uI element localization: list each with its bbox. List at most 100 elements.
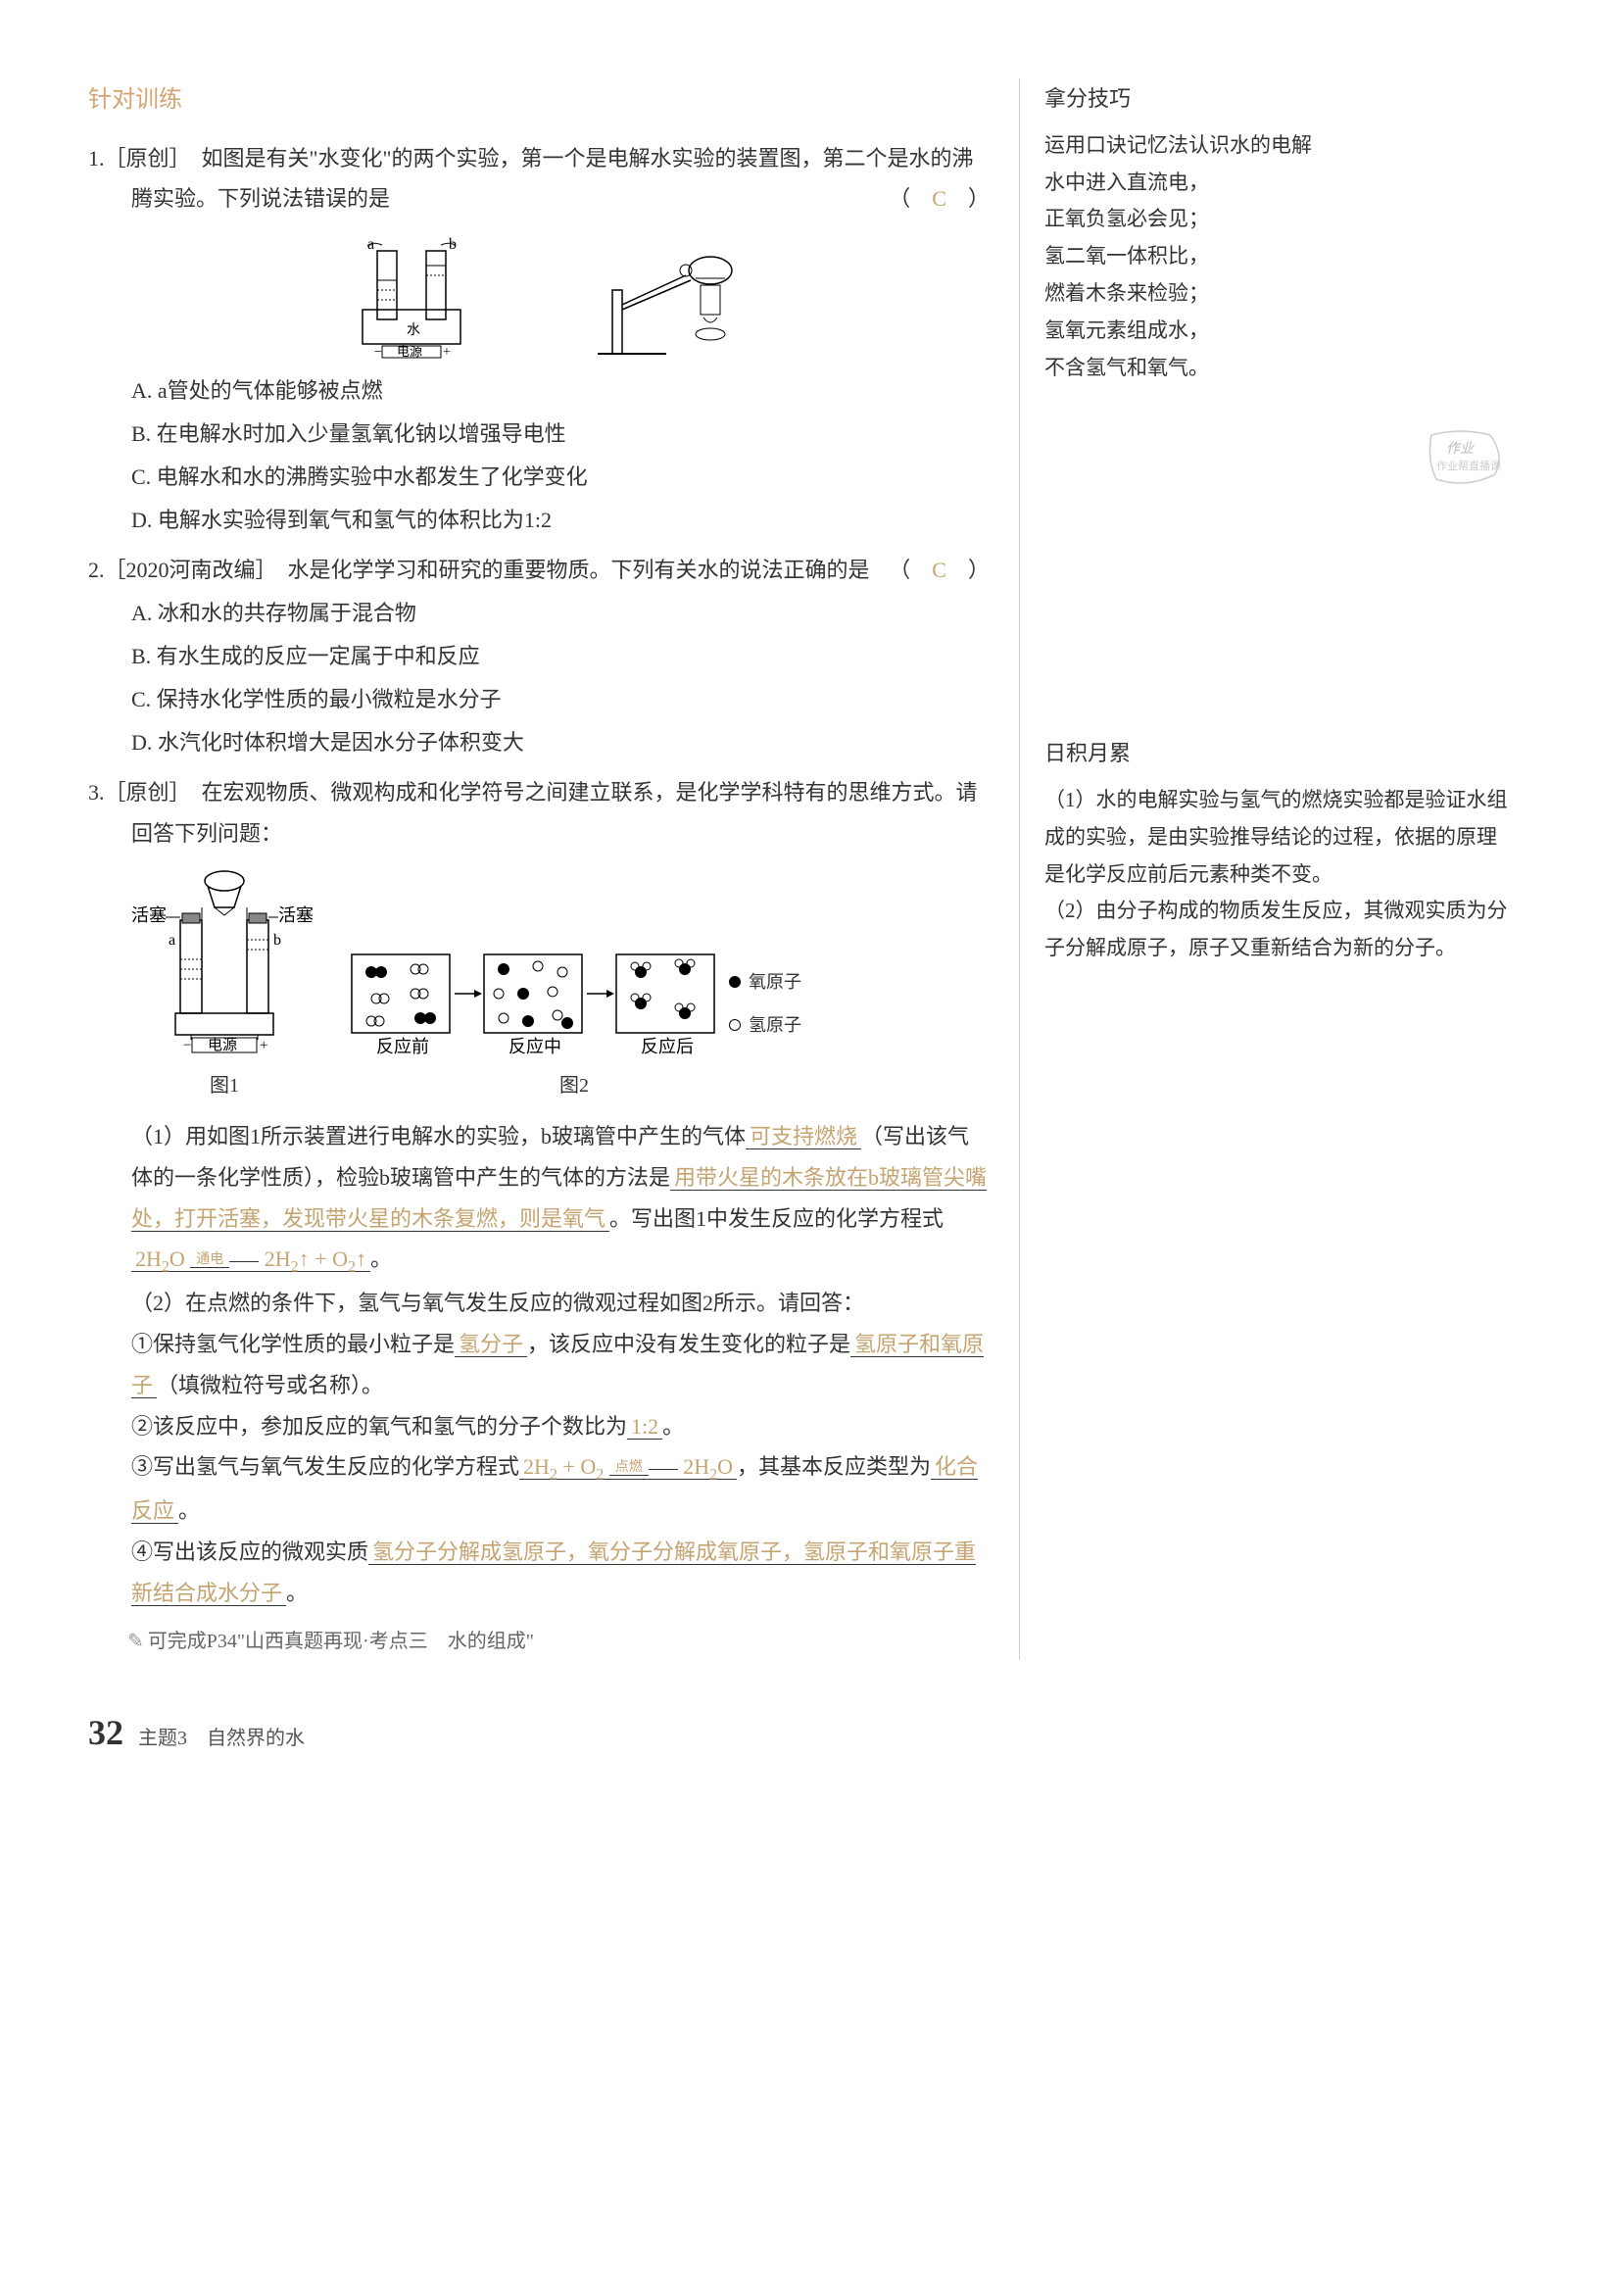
svg-text:活塞: 活塞 [131, 905, 167, 925]
svg-text:电源: 电源 [208, 1037, 237, 1053]
q3-fig2: 反应前 [347, 945, 801, 1104]
q3-fig1-caption: 图1 [131, 1067, 317, 1104]
svg-text:作业帮直播课: 作业帮直播课 [1436, 459, 1501, 472]
q3-item1-pre: ①保持氢气化学性质的最小粒子是 [131, 1332, 455, 1356]
page-footer: 32 主题3 自然界的水 [88, 1699, 1510, 1766]
svg-text:+: + [260, 1038, 267, 1053]
q2-option-a: A. 冰和水的共存物属于混合物 [131, 593, 990, 634]
sb1-line4: 燃着木条来检验； [1044, 275, 1510, 313]
legend-hydrogen-icon [729, 1019, 741, 1031]
q1-options: A. a管处的气体能够被点燃 B. 在电解水时加入少量氢氧化钠以增强导电性 C.… [88, 370, 990, 540]
q1-tag: ［原创］ [105, 146, 180, 171]
q1-option-c: C. 电解水和水的沸腾实验中水都发生了化学变化 [131, 457, 990, 498]
legend-oxygen: 氧原子 [749, 965, 801, 999]
q2-options: A. 冰和水的共存物属于混合物 B. 有水生成的反应一定属于中和反应 C. 保持… [88, 593, 990, 762]
svg-text:电源: 电源 [397, 344, 422, 359]
watermark-stamp-icon: 作业 作业帮直播课 [1422, 425, 1510, 508]
sb2-line1: （2）由分子构成的物质发生反应，其微观实质为分子分解成原子，原子又重新结合为新的… [1044, 893, 1510, 967]
q2-answer-paren: （ C ） [932, 550, 990, 591]
sidebar-text-2: （1）水的电解实验与氢气的燃烧实验都是验证水组成的实验，是由实验推导结论的过程，… [1044, 782, 1510, 967]
sb1-line3: 氢二氧一体积比， [1044, 238, 1510, 275]
pencil-icon: ✎ [127, 1631, 144, 1652]
q3-sub2-item2: ②该反应中，参加反应的氧气和氢气的分子个数比为1:2。 [131, 1406, 990, 1447]
q3-sub1-prefix: （1）用如图1所示装置进行电解水的实验，b玻璃管中产生的气体 [131, 1124, 746, 1148]
q3-fig2-caption: 图2 [347, 1067, 801, 1104]
legend-hydrogen: 氢原子 [749, 1008, 801, 1042]
q1-answer-paren: （ C ） [932, 178, 990, 220]
svg-text:反应前: 反应前 [376, 1037, 429, 1056]
sidebar-block-2: 日积月累 （1）水的电解实验与氢气的燃烧实验都是验证水组成的实验，是由实验推导结… [1044, 733, 1510, 967]
section-header: 针对训练 [88, 78, 990, 123]
svg-text:+: + [443, 345, 451, 359]
q3-sub1-ans1: 可支持燃烧 [746, 1124, 861, 1149]
q2-stem: 水是化学学习和研究的重要物质。下列有关水的说法正确的是 [288, 558, 870, 582]
q3-number: 3. [88, 780, 105, 805]
q1-fig2 [578, 231, 754, 359]
sb1-line0: 运用口诀记忆法认识水的电解 [1044, 127, 1510, 165]
q1-option-a: A. a管处的气体能够被点燃 [131, 370, 990, 412]
footer-note: ✎可完成P34"山西真题再现·考点三 水的组成" [88, 1623, 990, 1660]
q1-stem: 如图是有关"水变化"的两个实验，第一个是电解水实验的装置图，第二个是水的沸腾实验… [131, 146, 974, 212]
q3-sub2-item1: ①保持氢气化学性质的最小粒子是氢分子，该反应中没有发生变化的粒子是氢原子和氧原子… [131, 1324, 990, 1406]
q3-item1-ans1: 氢分子 [455, 1332, 527, 1357]
q1-option-d: D. 电解水实验得到氧气和氢气的体积比为1:2 [131, 500, 990, 541]
reaction-microscopic-icon: 反应前 [347, 945, 719, 1062]
boiling-apparatus-icon [578, 231, 754, 359]
page-footer-title: 主题3 自然界的水 [138, 1720, 305, 1757]
q3-figures: 活塞 活塞 a b [88, 866, 990, 1104]
q2-number: 2. [88, 558, 105, 582]
q3-sub1-ans3: 2H2O 通电 2H2↑ + O2↑ [131, 1246, 370, 1272]
q1-figures: a b 水 电源 − + [88, 231, 990, 359]
svg-text:作业: 作业 [1446, 441, 1475, 457]
question-3: 3.［原创］ 在宏观物质、微观构成和化学符号之间建立联系，是化学学科特有的思维方… [88, 772, 990, 1613]
sb1-line2: 正氧负氢必会见； [1044, 201, 1510, 238]
footer-note-text: 可完成P34"山西真题再现·考点三 水的组成" [148, 1631, 534, 1652]
q1-number: 1. [88, 146, 105, 171]
q3-fig1: 活塞 活塞 a b [131, 866, 317, 1104]
q3-item2-end: 。 [662, 1414, 684, 1439]
q2-option-d: D. 水汽化时体积增大是因水分子体积变大 [131, 722, 990, 763]
q2-answer: C [932, 558, 946, 582]
svg-text:−: − [183, 1038, 191, 1053]
q3-sub1-mid2: 。写出图1中发生反应的化学方程式 [609, 1206, 944, 1231]
svg-text:b: b [273, 932, 281, 949]
q3-sub2-prefix: （2）在点燃的条件下，氢气与氧气发生反应的微观过程如图2所示。请回答： [131, 1283, 990, 1324]
electrolysis-device-icon: 活塞 活塞 a b [131, 866, 317, 1062]
q3-sub2-item3: ③写出氢气与氧气发生反应的化学方程式2H2 + O2 点燃 2H2O，其基本反应… [131, 1446, 990, 1532]
sidebar-title-1: 拿分技巧 [1044, 78, 1510, 120]
q2-option-b: B. 有水生成的反应一定属于中和反应 [131, 636, 990, 677]
q3-item4-pre: ④写出该反应的微观实质 [131, 1539, 368, 1564]
question-1: 1.［原创］ 如图是有关"水变化"的两个实验，第一个是电解水实验的装置图，第二个… [88, 138, 990, 541]
q3-item2-ans: 1:2 [627, 1414, 662, 1440]
q1-option-b: B. 在电解水时加入少量氢氧化钠以增强导电性 [131, 414, 990, 455]
sb1-line6: 不含氢气和氧气。 [1044, 350, 1510, 387]
q3-sub1: （1）用如图1所示装置进行电解水的实验，b玻璃管中产生的气体可支持燃烧（写出该气… [88, 1116, 990, 1283]
q3-sub1-end: 。 [370, 1246, 392, 1271]
legend-oxygen-icon [729, 976, 741, 988]
svg-text:反应后: 反应后 [641, 1037, 694, 1056]
svg-text:a: a [169, 932, 175, 949]
q1-fig1: a b 水 电源 − + [323, 231, 500, 359]
sb1-line1: 水中进入直流电， [1044, 165, 1510, 202]
sidebar-title-2: 日积月累 [1044, 733, 1510, 774]
q3-item1-end: （填微粒符号或名称）。 [157, 1373, 383, 1397]
svg-text:活塞: 活塞 [278, 905, 314, 925]
question-2: 2.［2020河南改编］ 水是化学学习和研究的重要物质。下列有关水的说法正确的是… [88, 550, 990, 762]
q2-option-c: C. 保持水化学性质的最小微粒是水分子 [131, 679, 990, 720]
sidebar-block-1: 拿分技巧 运用口诀记忆法认识水的电解 水中进入直流电， 正氧负氢必会见； 氢二氧… [1044, 78, 1510, 386]
sidebar: 拿分技巧 运用口诀记忆法认识水的电解 水中进入直流电， 正氧负氢必会见； 氢二氧… [1019, 78, 1510, 1660]
svg-text:反应中: 反应中 [508, 1037, 561, 1056]
q3-tag: ［原创］ [105, 780, 180, 805]
q1-answer: C [932, 186, 946, 211]
q3-item3-ans: 2H2 + O2 点燃 2H2O [519, 1454, 737, 1480]
q3-stem: 在宏观物质、微观构成和化学符号之间建立联系，是化学学科特有的思维方式。请回答下列… [131, 780, 978, 846]
sb1-line5: 氢氧元素组成水， [1044, 313, 1510, 350]
q3-item3-end: 。 [178, 1498, 200, 1523]
main-content: 针对训练 1.［原创］ 如图是有关"水变化"的两个实验，第一个是电解水实验的装置… [88, 78, 990, 1660]
q3-item1-mid: ，该反应中没有发生变化的粒子是 [527, 1332, 850, 1356]
svg-text:−: − [374, 345, 382, 359]
page-number: 32 [88, 1699, 123, 1766]
svg-text:水: 水 [407, 322, 420, 338]
sidebar-text-1: 运用口诀记忆法认识水的电解 水中进入直流电， 正氧负氢必会见； 氢二氧一体积比，… [1044, 127, 1510, 387]
q3-item3-mid2: ，其基本反应类型为 [737, 1454, 931, 1479]
